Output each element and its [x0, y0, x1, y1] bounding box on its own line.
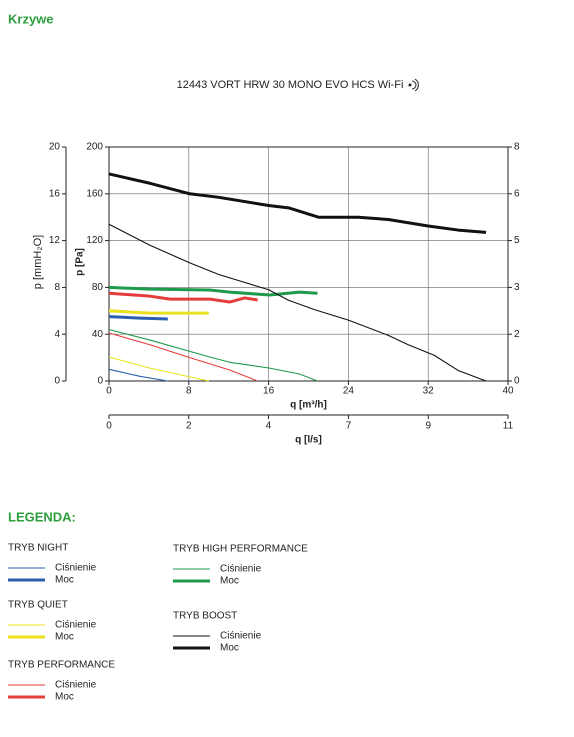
x2-tick-label: 4	[266, 421, 272, 432]
x-tick-label: 24	[343, 386, 355, 397]
x2-tick-label: 7	[346, 421, 352, 432]
x2-axis-label: q [l/s]	[295, 435, 322, 446]
y-tick-label: 80	[92, 282, 104, 293]
y3-axis-label: p [mmH₂O]	[32, 235, 44, 289]
y-tick-label: 120	[86, 235, 103, 246]
legend-label: Moc	[220, 643, 239, 654]
y3-tick-label: 0	[54, 376, 60, 387]
x-tick-label: 16	[263, 386, 275, 397]
legend-label: Ciśnienie	[55, 563, 97, 574]
y2-tick-label: 5	[514, 235, 520, 246]
power-line	[108, 315, 168, 321]
y2-tick-label: 2	[514, 329, 520, 340]
y3-tick-label: 8	[54, 282, 60, 293]
legend-group: TRYB PERFORMANCE	[8, 660, 115, 671]
power-line	[108, 291, 258, 304]
legend-label: Moc	[55, 632, 74, 643]
chart-title: 12443 VORT HRW 30 MONO EVO HCS Wi-Fi	[177, 79, 404, 91]
pressure-line	[108, 332, 258, 382]
legend-group: TRYB HIGH PERFORMANCE	[173, 544, 308, 555]
y3-tick-label: 4	[54, 329, 60, 340]
pressure-line	[108, 328, 318, 382]
x-axis-label: q [m³/h]	[290, 400, 327, 411]
legend-group: TRYB NIGHT	[8, 543, 68, 554]
legend-label: Moc	[55, 692, 74, 703]
x-tick-label: 8	[186, 386, 192, 397]
y3-tick-label: 20	[49, 142, 61, 153]
y-axis-label: p [Pa]	[75, 248, 86, 276]
legend-label: Moc	[220, 576, 239, 587]
power-line	[108, 285, 318, 297]
plot-frame	[108, 146, 509, 382]
legend-label: Ciśnienie	[55, 680, 97, 691]
y3-tick-label: 12	[49, 235, 61, 246]
y2-tick-label: 3	[514, 282, 520, 293]
y2-tick-label: 8	[514, 142, 520, 153]
y-tick-label: 0	[97, 376, 103, 387]
y-tick-label: 200	[86, 142, 103, 153]
legend-group: TRYB BOOST	[173, 611, 237, 622]
legend-label: Moc	[55, 575, 74, 586]
y2-tick-label: 6	[514, 188, 520, 199]
x2-tick-label: 2	[186, 421, 192, 432]
legend-label: Ciśnienie	[220, 631, 262, 642]
power-line	[108, 309, 209, 315]
x-tick-label: 32	[423, 386, 435, 397]
page-title: Krzywe	[8, 11, 54, 26]
legend-label: Ciśnienie	[55, 620, 97, 631]
x-tick-label: 0	[106, 386, 112, 397]
y-tick-label: 160	[86, 188, 103, 199]
x2-tick-label: 11	[503, 421, 514, 432]
legend-title: LEGENDA:	[8, 509, 76, 524]
legend-label: Ciśnienie	[220, 564, 262, 575]
y-tick-label: 40	[92, 329, 104, 340]
legend-group: TRYB QUIET	[8, 600, 68, 611]
power-line	[108, 172, 487, 234]
pressure-line	[108, 223, 487, 382]
y2-tick-label: 0	[514, 376, 520, 387]
x2-tick-label: 9	[425, 421, 431, 432]
y3-tick-label: 16	[49, 188, 61, 199]
wifi-icon	[408, 78, 419, 92]
pressure-line	[108, 356, 209, 382]
x-tick-label: 40	[502, 386, 514, 397]
pressure-line	[108, 368, 168, 382]
x2-tick-label: 0	[106, 421, 112, 432]
